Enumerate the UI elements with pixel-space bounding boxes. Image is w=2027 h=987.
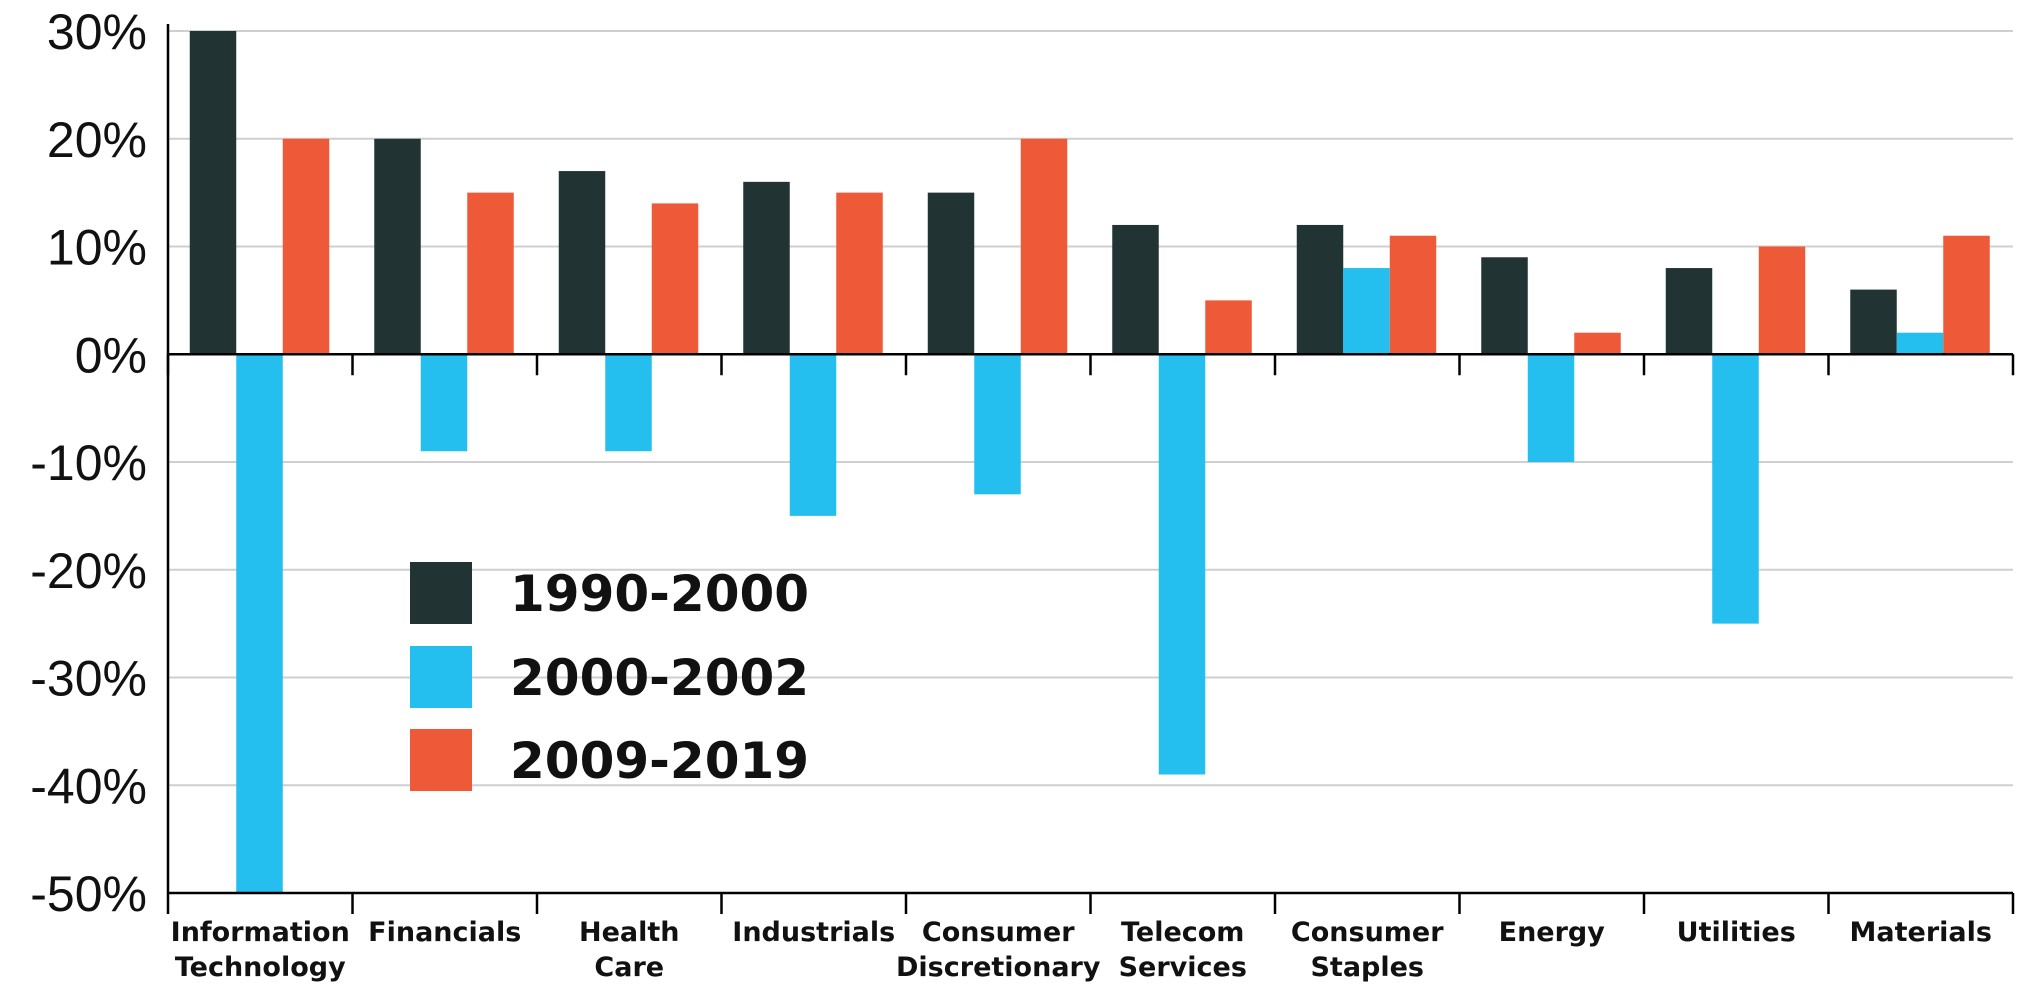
- legend-swatch-2000-2002: [410, 646, 472, 708]
- x-tick-label: Consumer Staples: [1291, 917, 1444, 983]
- x-tick-label-line: Staples: [1310, 952, 1424, 983]
- x-tick-label-line: Telecom: [1121, 917, 1244, 948]
- bar-2009-2019-9: [1943, 235, 1990, 355]
- bar-2009-2019-5: [1205, 300, 1252, 355]
- bar-2009-2019-1: [467, 192, 514, 355]
- bar-2000-2002-5: [1158, 354, 1206, 775]
- bar-1990-2000-5: [1112, 224, 1159, 355]
- legend-swatch-1990-2000: [410, 562, 472, 624]
- bar-2000-2002-8: [1712, 354, 1759, 624]
- x-tick-label-line: Information: [171, 917, 350, 948]
- y-axis-tick-labels: 30% 20% 10% 0% -10% -20% -30% -40% -50%: [30, 4, 147, 922]
- x-tick-label: Utilities: [1677, 917, 1796, 948]
- y-tick-label: -20%: [30, 543, 147, 599]
- legend-label: 1990-2000: [510, 565, 809, 623]
- x-tick-label: Health Care: [579, 917, 680, 983]
- y-tick-label: 30%: [47, 4, 147, 60]
- bar-1990-2000-9: [1850, 289, 1897, 355]
- x-tick-label-line: Energy: [1499, 917, 1606, 948]
- x-tick-label: Materials: [1850, 917, 1992, 948]
- bar-2009-2019-0: [282, 138, 330, 355]
- legend-label: 2009-2019: [510, 732, 809, 790]
- y-tick-label: 0%: [75, 327, 147, 383]
- x-tick-label-line: Services: [1119, 952, 1247, 983]
- y-tick-label: -30%: [30, 651, 147, 707]
- bar-2000-2002-3: [789, 354, 837, 516]
- bar-1990-2000-2: [558, 171, 606, 355]
- bar-1990-2000-3: [743, 181, 790, 355]
- bar-2000-2002-9: [1896, 332, 1944, 355]
- bar-2000-2002-7: [1527, 354, 1575, 462]
- y-tick-label: -50%: [30, 866, 147, 922]
- bar-2000-2002-0: [236, 354, 283, 893]
- legend: 1990-2000 2000-2002 2009-2019: [410, 562, 809, 791]
- bar-1990-2000-7: [1481, 257, 1528, 355]
- legend-label: 2000-2002: [510, 649, 809, 707]
- x-tick-label: Energy: [1499, 917, 1606, 948]
- x-tick-label-line: Consumer: [922, 917, 1075, 948]
- bar-1990-2000-0: [189, 31, 237, 355]
- bar-1990-2000-4: [927, 192, 975, 355]
- x-tick-label: Consumer Discretionary: [896, 917, 1101, 983]
- x-tick-label-line: Discretionary: [896, 952, 1101, 983]
- bar-2009-2019-8: [1758, 246, 1806, 355]
- x-tick-label-line: Care: [594, 952, 664, 983]
- y-tick-label: -10%: [30, 435, 147, 491]
- x-tick-label-line: Materials: [1850, 917, 1992, 948]
- x-tick-label-line: Financials: [368, 917, 521, 948]
- bar-1990-2000-6: [1296, 224, 1344, 355]
- x-tick-label: Information Technology: [171, 917, 350, 983]
- x-tick-label-line: Consumer: [1291, 917, 1444, 948]
- y-tick-label: 20%: [47, 112, 147, 168]
- bars: [189, 31, 1990, 893]
- bar-1990-2000-1: [374, 138, 421, 355]
- x-tick-label: Telecom Services: [1119, 917, 1247, 983]
- bar-2009-2019-2: [651, 203, 699, 355]
- bar-2000-2002-6: [1343, 268, 1390, 355]
- bar-2009-2019-7: [1574, 332, 1621, 355]
- x-tick-label-line: Health: [579, 917, 680, 948]
- bar-2000-2002-1: [420, 354, 468, 452]
- x-tick-label: Industrials: [732, 917, 895, 948]
- x-tick-label-line: Technology: [175, 952, 346, 983]
- bar-2000-2002-2: [605, 354, 652, 452]
- y-tick-label: -40%: [30, 758, 147, 814]
- x-tick-label-line: Utilities: [1677, 917, 1796, 948]
- bar-2009-2019-6: [1389, 235, 1437, 355]
- bar-2009-2019-4: [1020, 138, 1068, 355]
- y-tick-label: 10%: [47, 220, 147, 276]
- x-tick-label-line: Industrials: [732, 917, 895, 948]
- bar-1990-2000-8: [1665, 268, 1713, 355]
- axes: [166, 24, 2015, 914]
- bar-2000-2002-4: [974, 354, 1021, 495]
- x-tick-label: Financials: [368, 917, 521, 948]
- legend-swatch-2009-2019: [410, 729, 472, 791]
- x-axis-tick-labels: Information Technology Financials Health Car…: [171, 917, 1992, 983]
- bar-2009-2019-3: [836, 192, 883, 355]
